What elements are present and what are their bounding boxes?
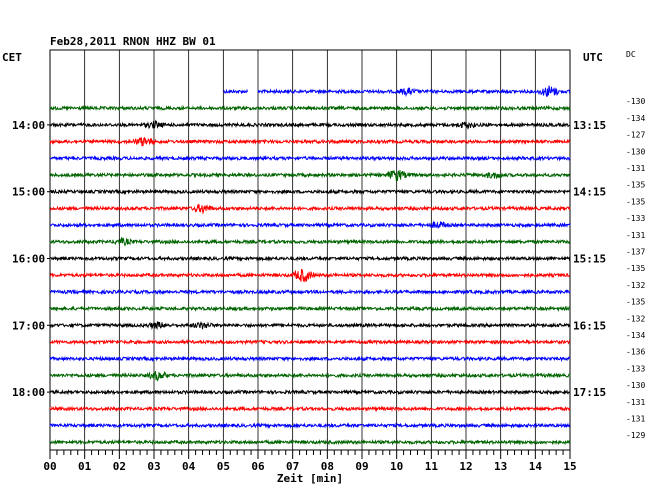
trace-row [49,188,571,196]
dc-offset-label: -131 [626,164,645,173]
dc-offset-label: -133 [626,214,645,223]
trace-row [49,169,570,182]
trace-row [49,220,571,229]
x-tick-label: 14 [529,460,543,473]
cet-time-label: 15:00 [12,186,45,199]
dc-offset-label: -132 [626,281,645,290]
dc-offset-label: -135 [626,264,645,273]
utc-time-label: 17:15 [573,386,606,399]
dc-offset-label: -134 [626,331,645,340]
x-tick-label: 10 [390,460,403,473]
dc-offset-label: -133 [626,364,645,373]
x-tick-label: 05 [217,460,230,473]
x-tick-label: 04 [182,460,196,473]
x-tick-label: 06 [251,460,265,473]
x-tick-label: 01 [78,460,92,473]
left-zone-label: CET [2,51,22,64]
dc-label: DC [626,50,636,59]
utc-time-label: 15:15 [573,253,606,266]
x-tick-label: 03 [147,460,160,473]
x-tick-label: 13 [494,460,507,473]
trace-layer [49,85,571,446]
x-tick-label: 15 [563,460,576,473]
trace-row [49,136,571,147]
x-tick-label: 02 [113,460,126,473]
dc-offset-label: -130 [626,381,645,390]
dc-offset-label: -137 [626,248,645,257]
utc-time-label: 13:15 [573,119,606,132]
cet-time-label: 14:00 [12,119,45,132]
dc-offset-label: -135 [626,181,645,190]
trace-row [49,355,571,363]
trace-row [223,85,571,98]
trace-row [49,422,570,429]
trace-row [49,370,571,382]
trace-row [49,154,571,162]
trace-row [49,288,571,296]
trace-row [49,204,571,215]
grid-lines [49,49,571,451]
chart-title: Feb28,2011 RNON HHZ BW 01 [50,35,216,48]
x-axis: 00 01 02 03 04 05 06 07 08 09 10 11 12 13 14 15 [43,450,577,473]
x-tick-label: 11 [425,460,439,473]
cet-time-label: 16:00 [12,253,45,266]
dc-offset-label: -135 [626,197,645,206]
dc-offset-label: -134 [626,114,645,123]
dc-offset-label: -131 [626,231,645,240]
right-zone-label: UTC [583,51,603,64]
x-tick-label: 09 [355,460,368,473]
trace-row [49,305,571,313]
x-tick-label: 07 [286,460,299,473]
dc-offset-label: -130 [626,147,645,156]
trace-row [49,104,571,112]
dc-offset-label: -135 [626,298,645,307]
utc-time-label: 16:15 [573,319,606,332]
x-tick-label: 00 [43,460,56,473]
dc-offset-label: -131 [626,415,645,424]
trace-row [49,255,571,262]
dc-offset-label: -129 [626,431,645,440]
trace-row [49,388,571,396]
x-tick-label: 12 [459,460,472,473]
row-labels: -130 14:00 13:15 -134 -127 -130 -131 15:00 14:15… [12,97,645,440]
trace-row [49,236,571,247]
dc-offset-label: -131 [626,398,645,407]
x-axis-label: Zeit [min] [277,472,343,485]
dc-offset-label: -130 [626,97,645,106]
dc-offset-label: -132 [626,314,645,323]
trace-row [49,119,571,130]
trace-row [50,338,571,346]
trace-row [49,268,571,283]
trace-row [49,438,571,446]
plot-frame [49,49,571,451]
utc-time-label: 14:15 [573,186,606,199]
trace-row [49,405,571,413]
x-tick-label: 08 [321,460,334,473]
trace-row [49,320,571,331]
dc-offset-label: -136 [626,348,645,357]
dc-offset-label: -127 [626,131,645,140]
cet-time-label: 18:00 [12,386,45,399]
cet-time-label: 17:00 [12,319,45,332]
